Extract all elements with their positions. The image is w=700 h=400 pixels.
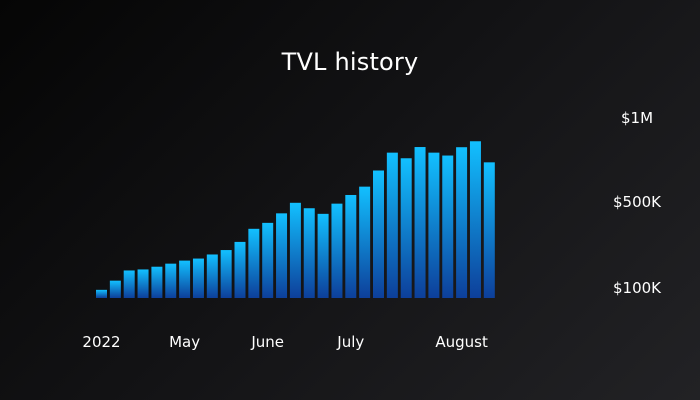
bar [345,194,357,298]
bar [96,289,107,298]
bar-series [96,141,495,298]
bar [262,222,274,298]
bar [359,186,371,298]
y-tick-label: $1M [621,109,653,127]
bar [303,208,315,298]
x-tick-label: August [435,333,488,351]
x-tick-label: July [336,333,364,351]
bar [400,158,412,298]
bar [234,241,246,298]
bar [179,260,191,298]
bar [206,254,218,298]
bar [483,162,495,298]
bar [109,280,121,298]
bar [289,202,301,298]
bar [469,141,481,298]
bar [192,258,204,298]
x-tick-label: May [169,333,200,351]
bar [456,147,468,298]
bar [386,152,398,298]
bar [137,269,149,298]
bar [248,228,260,298]
bar [123,270,135,298]
bar [151,266,163,298]
bar [220,250,232,298]
x-axis-ticks: 2022 May June July August [82,333,488,351]
y-tick-label: $500K [613,193,662,211]
bar [276,213,288,298]
bar [331,203,343,298]
bar [165,263,177,298]
bar [414,147,426,298]
bar [428,152,440,298]
bar [317,213,329,298]
x-tick-label: 2022 [82,333,120,351]
y-axis-ticks: $1M $500K $100K [613,109,662,297]
chart-title: TVL history [281,48,419,76]
bar [442,155,454,298]
x-tick-label: June [250,333,284,351]
bar [373,170,384,298]
y-tick-label: $100K [613,279,662,297]
